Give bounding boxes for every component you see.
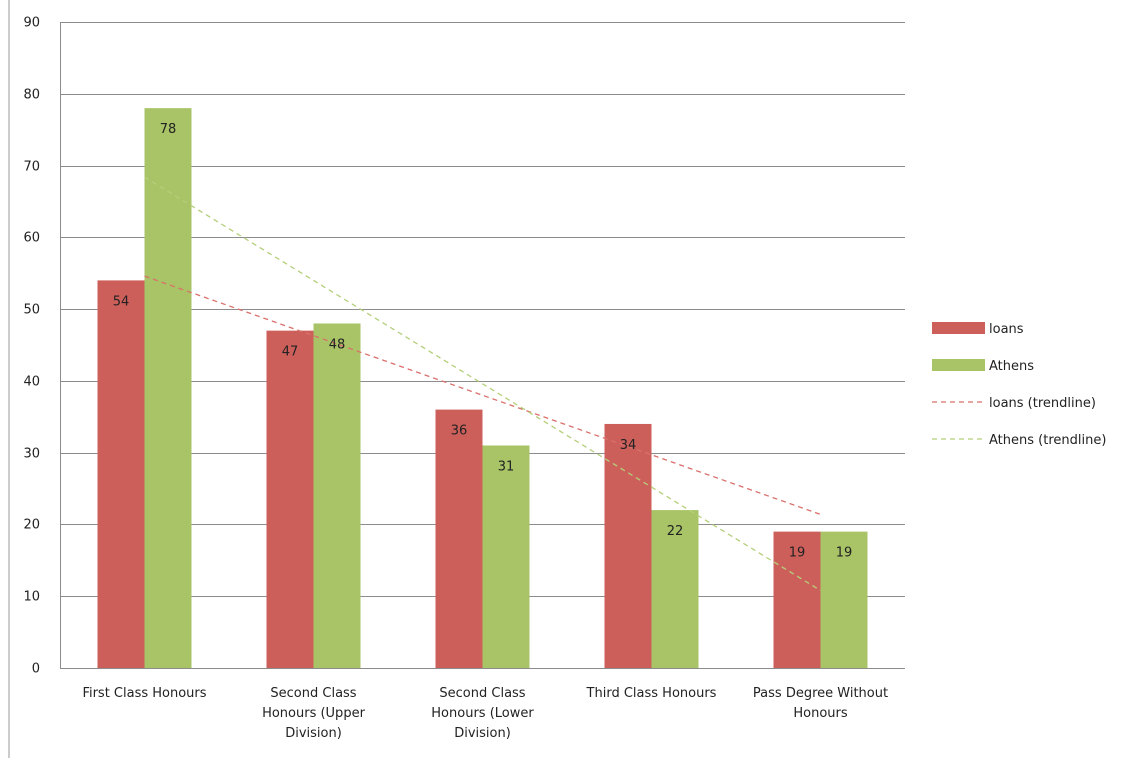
- y-tick-label: 20: [23, 518, 40, 533]
- data-label: 36: [451, 424, 468, 439]
- x-tick-label-line: Honours (Lower: [431, 706, 534, 721]
- y-tick-label: 90: [23, 16, 40, 31]
- data-label: 54: [113, 294, 130, 309]
- bar-athens: [820, 531, 868, 668]
- legend-swatch-athens: [932, 359, 985, 371]
- y-tick-label: 10: [23, 590, 40, 605]
- bar-loans: [266, 330, 314, 668]
- trendline-athens: [144, 176, 821, 592]
- trendlines: [144, 176, 821, 592]
- bar-athens: [482, 445, 530, 668]
- y-tick-label: 70: [23, 160, 40, 175]
- data-label: 22: [667, 524, 684, 539]
- data-label: 78: [160, 122, 177, 137]
- data-label: 19: [836, 546, 853, 561]
- y-tick-label: 60: [23, 231, 40, 246]
- bars: [97, 108, 868, 669]
- x-tick-label: Third Class Honours: [586, 686, 717, 701]
- x-tick-label-line: Third Class Honours: [586, 686, 717, 701]
- y-tick-label: 0: [32, 662, 40, 677]
- x-tick-label: First Class Honours: [82, 686, 206, 701]
- bar-loans: [435, 409, 483, 668]
- y-tick-label: 80: [23, 88, 40, 103]
- trendline-loans: [144, 275, 821, 516]
- x-tick-label: Second Class Honours (Upper Division): [262, 686, 366, 741]
- bar-loans: [773, 531, 821, 668]
- data-label: 47: [282, 345, 299, 360]
- x-tick-label-line: Division): [285, 726, 342, 741]
- legend-label: Athens (trendline): [989, 433, 1106, 448]
- data-labels: 54 78 47 48 36 31 34 22 19 19: [113, 122, 853, 560]
- x-tick-label-line: Second Class: [270, 686, 356, 701]
- bar-athens: [313, 323, 361, 668]
- legend: loans Athens loans (trendline) Athens (tren…: [932, 322, 1106, 448]
- x-axis: First Class Honours Second Class Honours (…: [82, 686, 888, 741]
- x-tick-label-line: Honours: [793, 706, 848, 721]
- data-label: 48: [329, 337, 346, 352]
- y-axis: 0 10 20 30 40 50 60 70 80 90: [23, 16, 61, 677]
- legend-label: Athens: [989, 359, 1034, 374]
- bar-loans: [604, 423, 652, 668]
- x-tick-label: Pass Degree Without Honours: [753, 686, 888, 721]
- legend-swatch-loans: [932, 322, 985, 334]
- y-tick-label: 30: [23, 447, 40, 462]
- x-tick-label-line: Second Class: [439, 686, 525, 701]
- x-tick-label-line: Pass Degree Without: [753, 686, 888, 701]
- y-tick-label: 50: [23, 303, 40, 318]
- x-tick-label-line: Division): [454, 726, 511, 741]
- legend-label: loans (trendline): [989, 396, 1096, 411]
- bar-athens: [651, 510, 699, 668]
- x-tick-label-line: Honours (Upper: [262, 706, 366, 721]
- x-tick-label: Second Class Honours (Lower Division): [431, 686, 534, 741]
- data-label: 19: [789, 546, 806, 561]
- bar-loans: [97, 280, 145, 668]
- data-label: 31: [498, 459, 515, 474]
- x-tick-label-line: First Class Honours: [82, 686, 206, 701]
- y-tick-label: 40: [23, 375, 40, 390]
- legend-label: loans: [989, 322, 1024, 337]
- data-label: 34: [620, 438, 637, 453]
